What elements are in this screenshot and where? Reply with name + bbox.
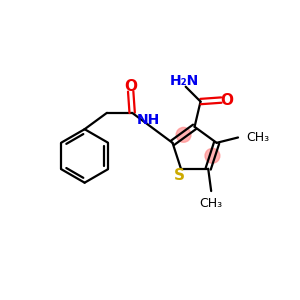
Text: NH: NH	[136, 112, 160, 127]
Circle shape	[205, 148, 220, 163]
Circle shape	[176, 128, 191, 142]
Text: O: O	[220, 93, 233, 108]
Text: H₂N: H₂N	[169, 74, 199, 88]
Text: O: O	[124, 79, 137, 94]
Text: S: S	[174, 168, 185, 183]
Text: CH₃: CH₃	[246, 131, 269, 144]
Text: CH₃: CH₃	[200, 197, 223, 210]
